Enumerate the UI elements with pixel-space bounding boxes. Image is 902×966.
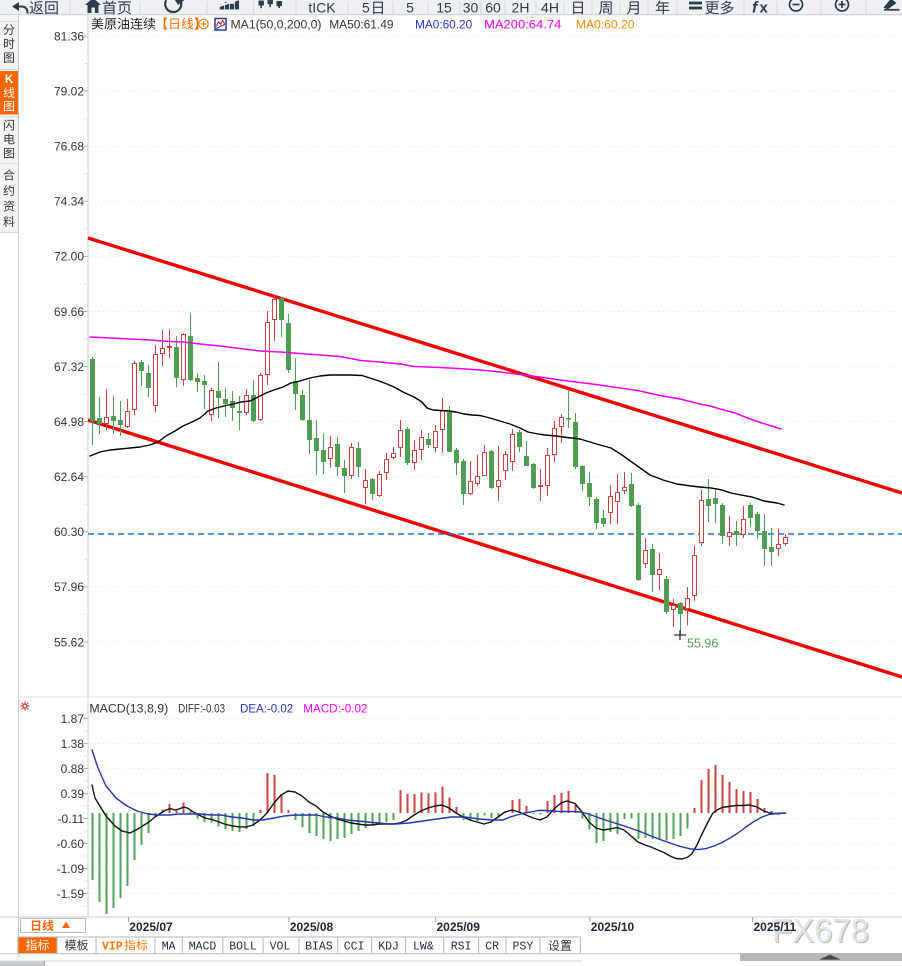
svg-text:2H: 2H: [512, 0, 530, 16]
svg-text:MA1(50,0,200,0): MA1(50,0,200,0): [231, 18, 322, 32]
svg-text:60: 60: [485, 0, 501, 16]
svg-text:81.36: 81.36: [54, 29, 84, 43]
svg-text:FX678: FX678: [773, 913, 870, 950]
svg-text:MA50:61.49: MA50:61.49: [329, 18, 393, 32]
svg-text:x: x: [760, 0, 769, 17]
svg-text:2025/07: 2025/07: [129, 920, 173, 934]
svg-text:PSY: PSY: [513, 941, 534, 954]
svg-text:2025/08: 2025/08: [290, 920, 334, 934]
svg-text:2025/09: 2025/09: [437, 920, 481, 934]
svg-text:RSI: RSI: [451, 941, 472, 954]
svg-text:MACD:-0.02: MACD:-0.02: [303, 702, 367, 716]
svg-text:69.66: 69.66: [54, 305, 84, 319]
svg-text:1.38: 1.38: [61, 737, 85, 751]
svg-text:-0.60: -0.60: [57, 837, 85, 851]
svg-text:MA: MA: [162, 941, 176, 954]
svg-text:tICK: tICK: [308, 0, 336, 16]
svg-text:5: 5: [406, 0, 414, 16]
svg-text:LW&: LW&: [413, 941, 434, 954]
svg-text:KDJ: KDJ: [378, 941, 399, 954]
svg-text:4H: 4H: [541, 0, 559, 16]
svg-text:VOL: VOL: [270, 941, 291, 954]
svg-text:-0.11: -0.11: [58, 812, 85, 826]
svg-text:DIFF:-0.03: DIFF:-0.03: [178, 702, 225, 716]
svg-text:55.62: 55.62: [54, 635, 84, 649]
svg-text:64.98: 64.98: [54, 415, 84, 429]
svg-text:MA200:64.74: MA200:64.74: [484, 18, 561, 32]
svg-text:30: 30: [463, 0, 479, 16]
svg-text:-1.59: -1.59: [57, 887, 85, 901]
svg-text:MACD(13,8,9): MACD(13,8,9): [89, 702, 168, 716]
svg-text:0.39: 0.39: [61, 787, 85, 801]
svg-text:MACD: MACD: [189, 941, 217, 954]
svg-text:79.02: 79.02: [54, 84, 84, 98]
svg-text:67.32: 67.32: [54, 360, 84, 374]
svg-text:DEA:-0.02: DEA:-0.02: [240, 702, 293, 716]
svg-text:CR: CR: [485, 941, 499, 954]
svg-text:57.96: 57.96: [54, 580, 84, 594]
svg-text:76.68: 76.68: [54, 140, 84, 154]
svg-text:f: f: [752, 0, 759, 17]
svg-text:5: 5: [362, 0, 370, 16]
svg-text:55.96: 55.96: [687, 637, 718, 651]
svg-text:VIP: VIP: [102, 941, 123, 954]
svg-text:BOLL: BOLL: [229, 941, 257, 954]
svg-text:2025/11: 2025/11: [754, 920, 797, 934]
svg-text:74.34: 74.34: [54, 195, 84, 209]
svg-text:15: 15: [436, 0, 452, 16]
svg-text:FX678: FX678: [772, 912, 869, 949]
svg-text:72.00: 72.00: [54, 250, 84, 264]
svg-text:62.64: 62.64: [54, 470, 84, 484]
svg-text:MA0:60.20: MA0:60.20: [415, 18, 472, 32]
svg-text:60.30: 60.30: [54, 525, 84, 539]
svg-text:0.88: 0.88: [61, 762, 85, 776]
svg-text:1.87: 1.87: [61, 712, 85, 726]
svg-text:MA0:60.20: MA0:60.20: [576, 18, 635, 32]
svg-text:BIAS: BIAS: [305, 941, 333, 954]
svg-text:K: K: [5, 74, 14, 86]
svg-text:2025/10: 2025/10: [591, 920, 635, 934]
svg-text:CCI: CCI: [344, 941, 365, 954]
svg-text:-1.09: -1.09: [57, 862, 85, 876]
